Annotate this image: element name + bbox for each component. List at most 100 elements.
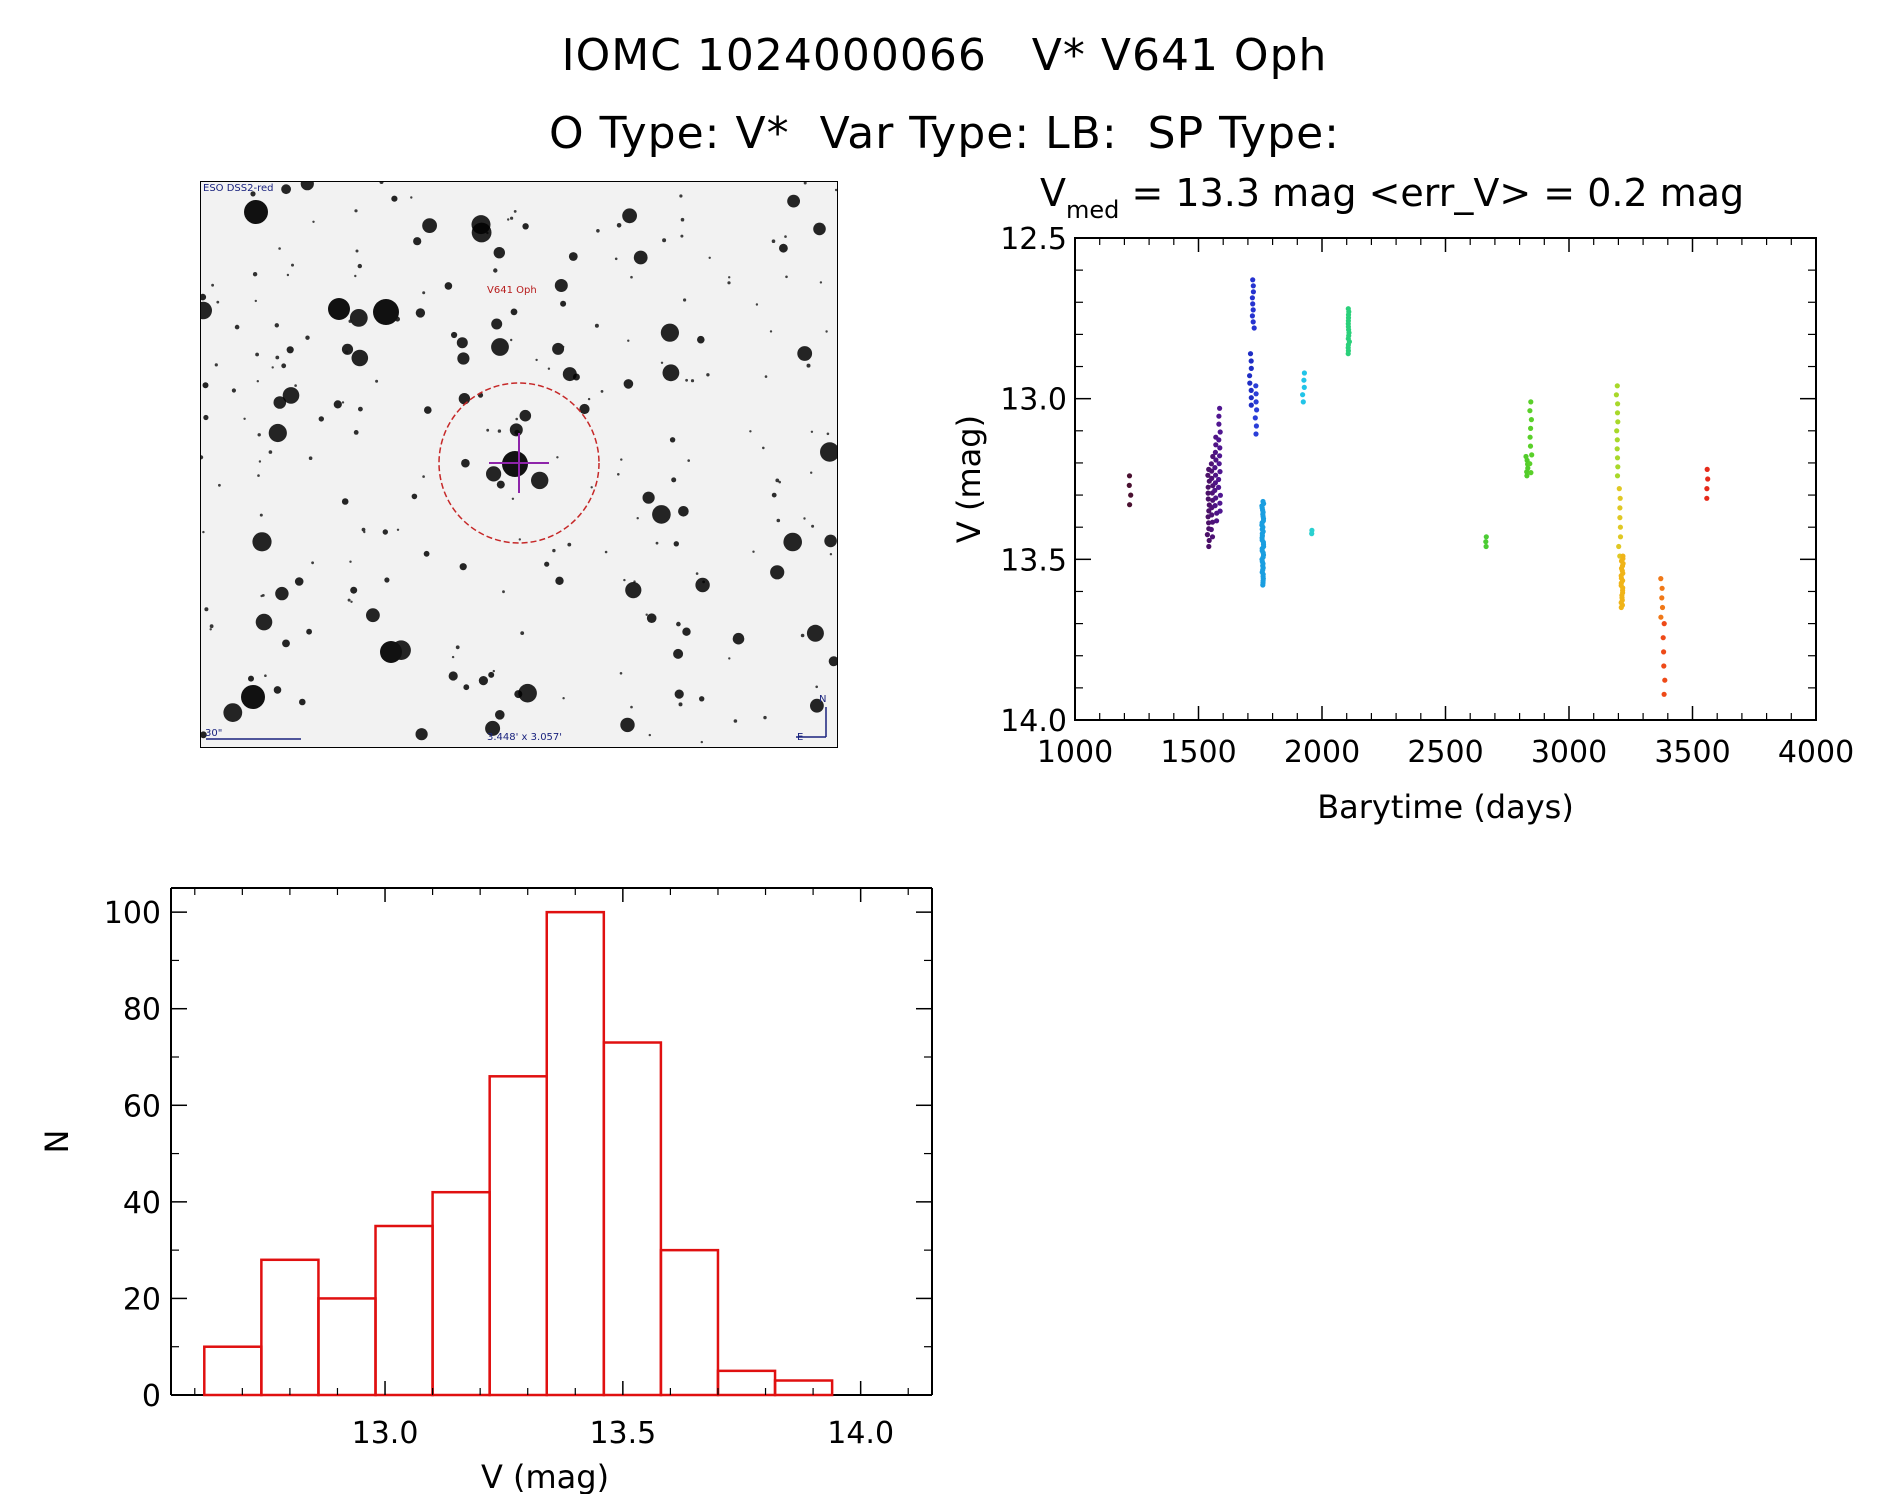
lightcurve-point [1528,417,1534,423]
histogram-bar [317,1297,377,1397]
lightcurve-point [1259,520,1265,526]
lightcurve-point [1346,330,1352,336]
finder-star [828,656,837,667]
lightcurve-point [1250,277,1256,283]
lightcurve-point [1260,511,1266,517]
finder-star [783,532,802,552]
lightcurve-point [1614,383,1620,389]
lightcurve-point [1524,473,1530,479]
finder-star [424,406,432,414]
finder-star [486,428,490,432]
lightcurve-point [1216,421,1222,427]
histogram-ytick-label: 100 [104,896,161,931]
lightcurve-point [1210,453,1216,460]
lightcurve-point [1345,336,1351,342]
lightcurve-point [1260,541,1267,547]
lightcurve-point [1345,315,1352,321]
finder-star [700,740,703,744]
finder-star [646,613,657,623]
lightcurve-point [1345,348,1351,354]
lightcurve-point [1248,358,1254,364]
finder-star [520,631,525,635]
lightcurve-xtick-label: 3000 [1531,735,1607,770]
lightcurve-point [1309,531,1315,537]
lightcurve-point [1209,490,1215,496]
finder-star [252,272,258,277]
lightcurve-point [1253,431,1259,437]
lightcurve-point [1209,512,1215,518]
finder-star [806,363,811,368]
lightcurve-title-sub: med [1066,196,1119,224]
lightcurve-point [1213,495,1219,501]
lightcurve-point [1345,342,1351,348]
finder-star [820,442,837,462]
finder-star-bright [373,299,399,325]
finder-star [299,698,306,706]
finder-star [268,450,273,454]
lightcurve-point [1127,502,1133,508]
lightcurve-point [1704,466,1710,472]
lightcurve-point [1126,482,1132,488]
finder-star [455,645,460,650]
finder-star [776,518,781,523]
lightcurve-point [1213,472,1219,478]
finder-star [209,624,214,629]
lightcurve-ytick-label: 13.0 [1000,383,1067,418]
finder-star [687,459,690,462]
lightcurve-point [1618,558,1625,564]
histogram-bar [545,910,606,1397]
finder-star [341,343,354,355]
finder-star [201,455,204,460]
lightcurve-point [1254,407,1260,413]
finder-star [623,578,626,582]
lightcurve-point [1260,573,1266,580]
finder-star [363,530,366,534]
finder-star [690,379,695,383]
finder-star [311,561,314,565]
finder-star [824,534,837,548]
lightcurve-point [1208,461,1214,467]
lightcurve-title-v: V [1040,171,1066,215]
lightcurve-point [1206,543,1212,550]
finder-star [560,300,567,307]
histogram-bar [488,1075,548,1397]
lightcurve-point [1661,663,1667,669]
finder-star [204,607,209,612]
lightcurve-point [1259,537,1265,543]
finder-star [764,375,768,378]
finder-star [353,430,359,435]
finder-star [457,352,470,365]
finder-star [350,586,358,594]
finder-star [255,352,259,357]
finder-star [673,541,679,547]
histogram-ytick-label: 60 [123,1089,161,1124]
finder-star [507,218,510,221]
finder-star [203,414,209,421]
lightcurve-point [1659,585,1665,591]
finder-star [547,367,551,370]
lightcurve-point [1208,526,1214,533]
finder-star [282,387,300,404]
finder-star [318,416,324,422]
finder-star [344,350,349,354]
histogram-ytick-label: 0 [142,1379,161,1414]
finder-scale-label: 30" [205,728,223,739]
finder-star [515,417,518,421]
lightcurve-point [1209,505,1215,511]
finder-star [216,300,220,304]
finder-star [728,276,731,279]
lightcurve-point [1214,518,1220,524]
lightcurve-point [1345,345,1351,351]
histogram-bar [716,1369,777,1397]
finder-star [510,308,518,316]
lightcurve-point [1662,677,1668,683]
finder-chart-image: ESO DSS2-red V641 Oph 30" 3.448' x 3.057… [200,181,838,748]
finder-star [769,330,773,333]
lightcurve-ylabel: V (mag) [950,415,988,543]
finder-star [655,541,659,545]
lightcurve-point [1619,595,1625,601]
finder-star [286,346,294,354]
finder-star [652,505,671,524]
lightcurve-point [1260,563,1266,569]
lightcurve-point [1212,465,1218,471]
